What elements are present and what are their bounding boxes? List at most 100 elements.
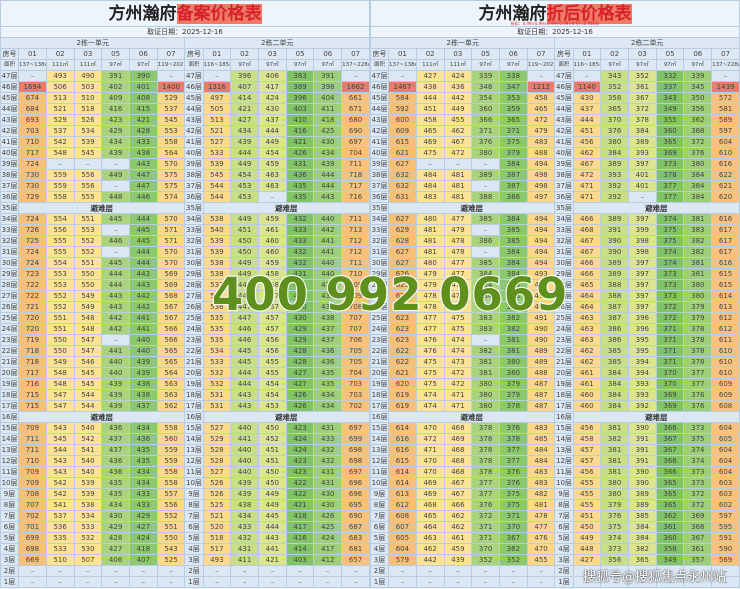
unit-price: 552 (73, 246, 103, 258)
unit-price: 375 (498, 499, 528, 511)
unit-price: 494 (526, 257, 556, 269)
floor-label: 13层 (554, 444, 574, 456)
unit-price: – (101, 180, 130, 192)
unit-price: 384 (683, 169, 713, 181)
floor-label: 34层 (0, 213, 20, 225)
unit-price: 565 (156, 345, 186, 357)
unit-price: 429 (128, 510, 158, 522)
floor-label: 36层 (369, 191, 390, 203)
unit-price: 349 (655, 103, 685, 115)
unit-price: 724 (18, 257, 47, 269)
unit-price: 526 (73, 114, 103, 126)
unit-price: 423 (285, 422, 315, 434)
unit-price: 712 (341, 246, 370, 258)
floor-row: 42层 703 537 534 429 428 553 42层 521 434 444 416 425 6… (0, 125, 370, 137)
unit-price: 429 (101, 125, 130, 137)
unit-price: – (156, 565, 186, 577)
floor-label: 10层 (369, 477, 390, 489)
room-area: 111㎡ (73, 59, 103, 71)
unit-price: 545 (45, 433, 75, 445)
unit-name: 2栋一单元 (369, 37, 556, 49)
unit-price: 459 (257, 158, 287, 170)
unit-price: 380 (600, 136, 629, 148)
unit-price: 470 (415, 422, 445, 434)
unit-price: 389 (627, 488, 657, 500)
unit-price: – (45, 576, 75, 588)
floor-row: 45层 674 513 510 409 408 529 45层 497 414 424 396 404 6… (0, 92, 370, 104)
unit-price: 621 (388, 147, 417, 159)
unit-price: 465 (572, 279, 602, 291)
unit-price: 579 (388, 554, 417, 566)
unit-price: 391 (627, 455, 657, 467)
unit-price: 385 (471, 213, 500, 225)
floor-label: 35层 (369, 202, 390, 214)
room-area: 111㎡ (443, 59, 473, 71)
unit-price: 498 (526, 180, 556, 192)
unit-price: 559 (45, 169, 75, 181)
floor-row: 25层 720 551 548 442 441 567 25层 535 447 457 430 438 7… (0, 312, 370, 324)
unit-price: 437 (313, 334, 343, 346)
unit-price: 729 (18, 191, 47, 203)
floor-label: 36层 (184, 191, 204, 203)
unit-price: 450 (257, 466, 287, 478)
title-project: 方州瀚府 (478, 3, 547, 24)
unit-price: 389 (600, 158, 629, 170)
unit-price: 385 (498, 235, 528, 247)
floor-label: 21层 (554, 356, 574, 368)
floor-row: 15层 709 543 540 436 434 558 15层 527 440 450 423 431 6… (0, 422, 370, 434)
floor-row: 17层 715 547 544 439 437 562 17层 531 443 453 426 434 7… (0, 400, 370, 412)
unit-price: 366 (471, 114, 500, 126)
unit-price: 439 (101, 147, 130, 159)
unit-price: 446 (101, 235, 130, 247)
floor-label: 9层 (369, 488, 390, 500)
unit-price: 494 (526, 158, 556, 170)
unit-price: 440 (230, 444, 259, 456)
floor-label: 1层 (369, 576, 390, 588)
unit-price: 391 (313, 70, 343, 82)
unit-price: 517 (202, 543, 232, 555)
unit-price: 361 (655, 521, 685, 533)
unit-price: 513 (45, 92, 75, 104)
unit-price: – (388, 70, 417, 82)
room-number: 02 (230, 48, 259, 60)
unit-price: 433 (285, 224, 315, 236)
floor-label: 42层 (0, 125, 20, 137)
unit-price: 570 (156, 158, 186, 170)
floor-label: 35层 (0, 202, 20, 214)
unit-price: 411 (230, 554, 259, 566)
unit-price: 431 (313, 422, 343, 434)
unit-price: 426 (313, 510, 343, 522)
unit-price: 468 (415, 499, 445, 511)
unit-price: 539 (202, 158, 232, 170)
unit-price: – (257, 576, 287, 588)
floor-label: 28层 (0, 279, 20, 291)
room-area: 97㎡ (600, 59, 629, 71)
unit-price: 709 (18, 422, 47, 434)
unit-price: 597 (711, 510, 740, 522)
unit-price: 410 (285, 114, 315, 126)
unit-price: 498 (526, 169, 556, 181)
unit-price: 436 (313, 356, 343, 368)
unit-price: 569 (711, 554, 740, 566)
floor-label: 47层 (0, 70, 20, 82)
unit-price: 467 (443, 488, 473, 500)
room-number: 06 (683, 48, 713, 60)
unit-price: 483 (415, 191, 445, 203)
unit-price: 433 (128, 488, 158, 500)
unit-price: 693 (18, 114, 47, 126)
sheet-title: 方州瀚府折后价格表 折扣：0.99×0.99×0.99×0.99×0.97=0.9… (370, 0, 740, 27)
unit-price: – (230, 565, 259, 577)
unit-price: 379 (683, 301, 713, 313)
floor-row: 32层 628 481 478 386 385 494 32层 467 390 398 375 382 6… (369, 235, 740, 247)
unit-price: 433 (230, 521, 259, 533)
unit-price: 477 (443, 257, 473, 269)
room-number: 03 (443, 48, 473, 60)
unit-price: – (711, 576, 740, 588)
unit-price: 365 (655, 136, 685, 148)
unit-price: 544 (73, 400, 103, 412)
unit-price: 442 (128, 301, 158, 313)
unit-price: 526 (202, 488, 232, 500)
unit-price: 433 (313, 433, 343, 445)
unit-price: 468 (443, 455, 473, 467)
floor-row: 9层 613 469 467 377 375 482 9层 455 380 389 365 372 603 (369, 488, 740, 500)
